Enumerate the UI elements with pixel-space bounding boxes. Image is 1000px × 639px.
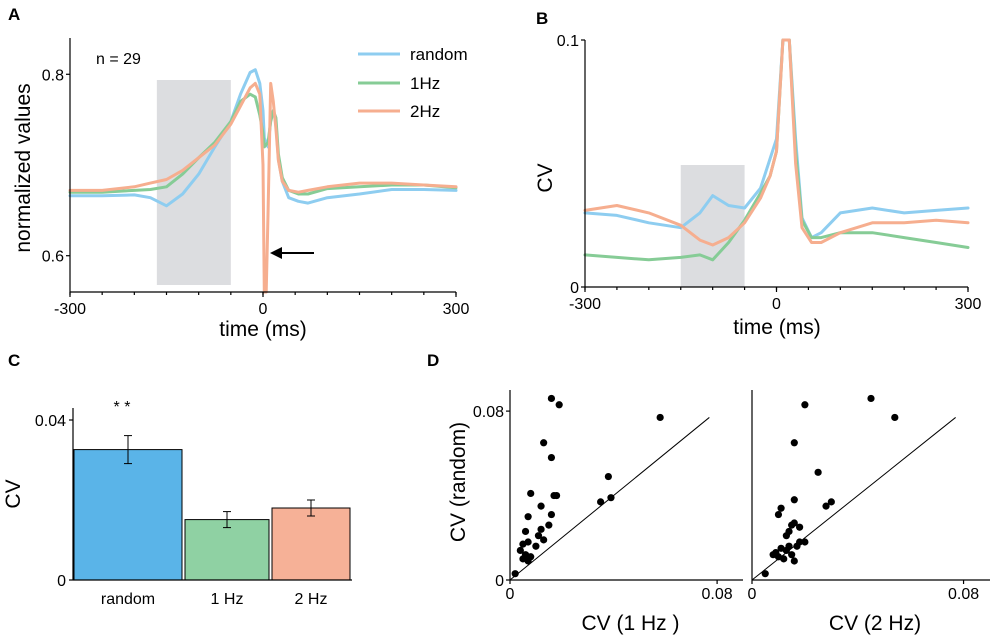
panel-b-x-tick-label: -300 bbox=[569, 296, 601, 313]
significance-marker: * * bbox=[114, 399, 131, 416]
panel-a-series-1hz bbox=[68, 92, 458, 196]
scatter-point bbox=[814, 468, 822, 476]
legend-label-2hz: 2Hz bbox=[410, 102, 440, 121]
panel-c-y-tick-label: 0 bbox=[57, 573, 66, 590]
scatter-point bbox=[777, 504, 785, 512]
scatter-point bbox=[790, 519, 798, 527]
scatter-point bbox=[801, 538, 809, 546]
scatter-point bbox=[532, 542, 540, 550]
panel-a-n-annotation: n = 29 bbox=[96, 51, 141, 68]
scatter-x-tick-label: 0.08 bbox=[948, 586, 979, 603]
scatter-point bbox=[891, 413, 899, 422]
scatter-x-tick-label: 0 bbox=[748, 586, 757, 603]
bar-random bbox=[73, 449, 183, 581]
legend-label-1hz: 1Hz bbox=[410, 74, 440, 93]
scatter-point bbox=[796, 538, 804, 546]
panel-c-category-label: 2 Hz bbox=[295, 591, 328, 608]
panel-b-y-tick-label: 0 bbox=[570, 280, 579, 297]
scatter-point bbox=[785, 542, 793, 550]
panel-b-series-2hz bbox=[583, 38, 970, 247]
panel-c-category-label: random bbox=[101, 591, 155, 608]
scatter-y-tick-label: 0 bbox=[495, 573, 504, 590]
panel-d-y-label: CV (random) bbox=[447, 422, 470, 542]
scatter-point bbox=[774, 510, 783, 519]
panel-b-shaded-window bbox=[680, 165, 745, 287]
scatter-point bbox=[547, 453, 556, 462]
scatter-point bbox=[540, 536, 548, 544]
scatter-point bbox=[555, 401, 563, 409]
stimulus-arrow bbox=[270, 247, 314, 259]
scatter-point bbox=[545, 521, 553, 529]
scatter-x-tick-label: 0.08 bbox=[702, 586, 733, 603]
panel-a-x-tick-label: -300 bbox=[54, 301, 86, 318]
panel-b-y-label: CV bbox=[534, 163, 557, 192]
scatter-point bbox=[597, 498, 605, 506]
panel-b-x-tick-label: 0 bbox=[772, 296, 781, 313]
scatter-point bbox=[534, 532, 543, 540]
panel-a-letter: A bbox=[8, 5, 20, 24]
scatter-x-label: CV (1 Hz ) bbox=[581, 612, 679, 635]
bar-2hz bbox=[271, 507, 351, 581]
panel-a-y-tick-label: 0.6 bbox=[42, 249, 64, 266]
scatter-point bbox=[521, 527, 530, 536]
panel-d-letter: D bbox=[427, 351, 439, 370]
scatter-point bbox=[788, 551, 796, 559]
scatter-point bbox=[527, 489, 535, 498]
scatter-point bbox=[524, 513, 532, 521]
scatter-point bbox=[511, 570, 519, 578]
scatter-point bbox=[656, 413, 664, 422]
scatter-point bbox=[785, 527, 793, 536]
legend: random 1Hz 2Hz bbox=[358, 45, 468, 121]
scatter-x-tick-label: 0 bbox=[506, 586, 515, 603]
scatter-point bbox=[822, 502, 830, 510]
panel-c-y-tick-label: 0.04 bbox=[35, 413, 66, 430]
scatter-point bbox=[527, 553, 535, 561]
panel-c: C random 1 Hz 2 Hz 0 0.04 CV * * bbox=[2, 351, 352, 608]
panel-c-letter: C bbox=[8, 351, 20, 370]
scatter-subplot-1: 0 0.08 CV (1 Hz ) 0 0.08 bbox=[473, 390, 743, 635]
scatter-point bbox=[516, 546, 524, 555]
scatter-point bbox=[761, 570, 769, 578]
panel-a-x-label: time (ms) bbox=[219, 318, 307, 341]
panel-b-x-label: time (ms) bbox=[733, 316, 821, 339]
scatter-point bbox=[537, 502, 545, 510]
panel-a-shaded-window bbox=[156, 80, 231, 285]
scatter-point bbox=[790, 496, 798, 504]
panel-b-x-tick-label: 300 bbox=[955, 296, 982, 313]
scatter-point bbox=[540, 439, 548, 447]
scatter-point bbox=[524, 538, 532, 546]
scatter-point bbox=[827, 498, 835, 506]
scatter-point bbox=[604, 472, 612, 481]
scatter-point bbox=[780, 555, 788, 563]
scatter-x-label: CV (2 Hz) bbox=[829, 612, 921, 635]
panel-c-y-label: CV bbox=[2, 479, 25, 508]
panel-a-y-label: normalized values bbox=[12, 83, 35, 252]
scatter-y-tick-label: 0.08 bbox=[473, 404, 504, 421]
panel-c-category-label: 1 Hz bbox=[211, 591, 244, 608]
scatter-point bbox=[553, 491, 561, 500]
panel-a: A -300 0 300 0.6 0.8 n = 29 time (ms) normal… bbox=[8, 5, 469, 341]
panel-a-x-tick-label: 300 bbox=[443, 301, 470, 318]
panel-b-y-tick-label: 0.1 bbox=[557, 33, 579, 50]
panel-d: D 0 0.08 CV (1 Hz ) 0 0.08 0 0.08 CV (2 Hz) CV … bbox=[427, 351, 990, 635]
legend-label-random: random bbox=[410, 45, 468, 64]
panel-a-y-tick-label: 0.8 bbox=[42, 67, 64, 84]
scatter-subplot-2: 0 0.08 CV (2 Hz) bbox=[748, 390, 990, 635]
bar-1hz bbox=[184, 519, 270, 581]
panel-b-letter: B bbox=[536, 9, 548, 28]
scatter-point bbox=[547, 510, 556, 519]
scatter-point bbox=[867, 394, 875, 403]
panel-a-x-tick-label: 0 bbox=[259, 301, 268, 318]
scatter-point bbox=[790, 557, 798, 565]
scatter-point bbox=[796, 523, 804, 531]
scatter-point bbox=[547, 394, 556, 403]
scatter-point bbox=[801, 401, 809, 409]
scatter-point bbox=[790, 439, 798, 447]
scatter-point bbox=[607, 494, 615, 502]
scatter-point bbox=[537, 525, 545, 533]
